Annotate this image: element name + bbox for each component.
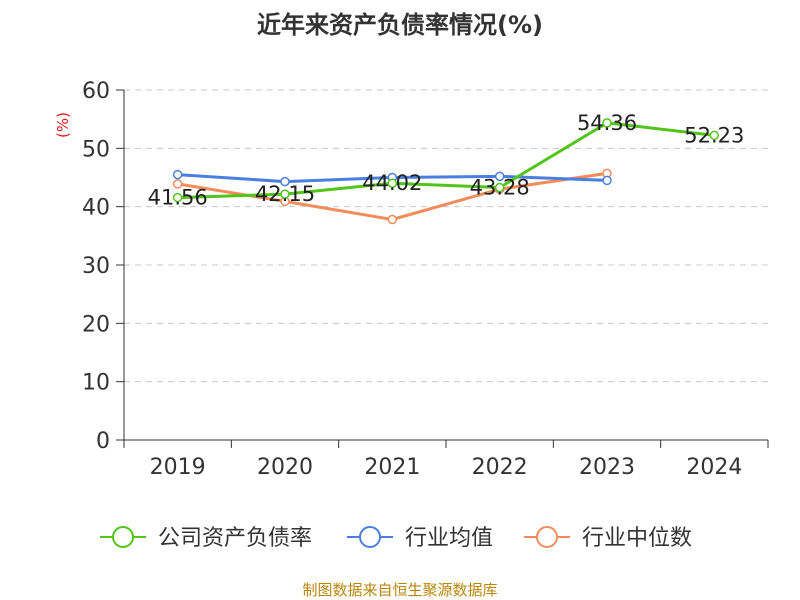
y-tick-label: 60 — [82, 79, 110, 104]
data-point — [172, 192, 183, 203]
legend: 公司资产负债率 行业均值 行业中位数 — [100, 526, 692, 551]
legend-marker — [359, 526, 381, 548]
y-tick-label: 40 — [82, 196, 110, 221]
legend-item: 行业中位数 — [524, 526, 692, 551]
x-tick-label: 2024 — [686, 455, 742, 480]
data-point — [387, 214, 398, 225]
y-tick-label: 30 — [82, 254, 110, 279]
x-tick-label: 2019 — [150, 455, 206, 480]
y-tick-label: 50 — [82, 137, 110, 162]
series-1 — [172, 169, 612, 187]
legend-item: 行业均值 — [347, 526, 493, 551]
legend-label: 行业中位数 — [582, 526, 692, 551]
data-point — [602, 118, 612, 128]
data-label: 43.28 — [470, 176, 530, 200]
x-tick-label: 2023 — [579, 455, 635, 480]
data-point — [172, 169, 183, 180]
legend-item: 公司资产负债率 — [100, 526, 312, 551]
legend-marker — [112, 526, 134, 548]
data-point — [172, 179, 183, 189]
axes: 0 10 20 30 40 50 60 2019 2020 2021 2022 2023 2024 — [82, 79, 769, 480]
y-tick-label: 10 — [82, 371, 110, 396]
series-group — [172, 118, 720, 225]
data-point — [494, 171, 505, 182]
data-point — [280, 176, 290, 187]
chart-title: 近年来资产负债率情况(%) — [257, 11, 543, 39]
data-label: 52.23 — [684, 123, 744, 147]
y-tick-label: 20 — [82, 312, 110, 337]
series-line — [177, 121, 715, 200]
legend-label: 公司资产负债率 — [158, 526, 312, 551]
data-point — [602, 175, 612, 186]
data-label: 54.36 — [577, 111, 637, 135]
x-tick-label: 2020 — [257, 455, 313, 480]
series-0 — [172, 118, 720, 203]
legend-marker — [536, 526, 558, 548]
x-tick-label: 2021 — [364, 455, 420, 480]
legend-label: 行业均值 — [405, 526, 493, 551]
gridlines — [124, 89, 768, 383]
y-tick-label: 0 — [96, 429, 110, 454]
data-label: 42.15 — [255, 182, 315, 206]
y-axis-unit: (%) — [54, 112, 72, 138]
data-label: 44.02 — [362, 171, 422, 195]
data-labels: 41.56 42.15 44.02 43.28 54.36 52.23 — [148, 111, 745, 210]
data-point — [494, 182, 505, 193]
x-tick-label: 2022 — [472, 455, 528, 480]
data-label: 41.56 — [148, 186, 208, 210]
data-point — [709, 130, 720, 141]
data-point — [280, 189, 290, 199]
data-source-note: 制图数据来自恒生聚源数据库 — [302, 581, 497, 599]
data-point — [387, 178, 398, 188]
